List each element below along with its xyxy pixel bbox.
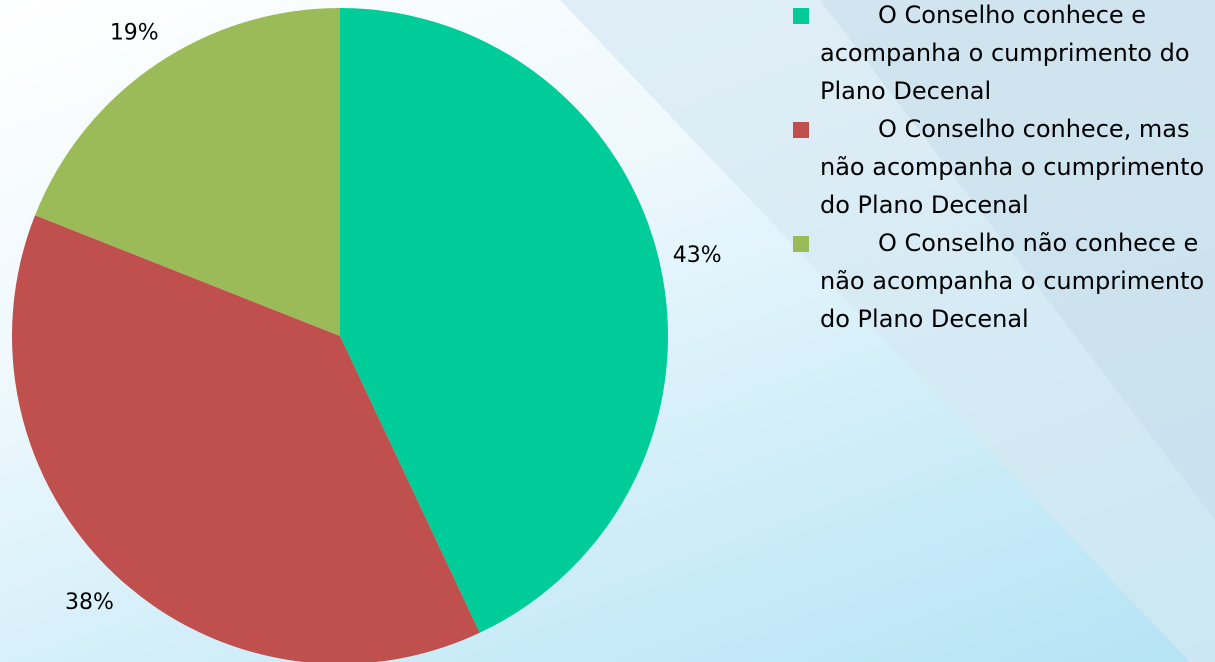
data-label: 43% <box>673 243 722 268</box>
data-label: 19% <box>110 20 159 45</box>
pie-slice <box>35 8 340 336</box>
pie-slice <box>340 8 668 633</box>
legend-swatch <box>793 236 809 252</box>
data-label: 38% <box>65 590 114 615</box>
legend-label: O Conselho conhece e acompanha o cumprim… <box>820 1 1190 105</box>
legend-entry: O Conselho conhece e acompanha o cumprim… <box>793 0 1213 110</box>
legend-swatch <box>793 122 809 138</box>
background-band <box>820 0 1215 520</box>
legend-entry: O Conselho conhece, mas não acompanha o … <box>793 110 1213 224</box>
legend-label: O Conselho não conhece e não acompanha o… <box>820 229 1205 333</box>
legend: O Conselho conhece e acompanha o cumprim… <box>793 0 1213 338</box>
legend-swatch <box>793 8 809 24</box>
legend-entry: O Conselho não conhece e não acompanha o… <box>793 224 1213 338</box>
legend-label: O Conselho conhece, mas não acompanha o … <box>820 115 1205 219</box>
pie-slice <box>12 215 480 662</box>
